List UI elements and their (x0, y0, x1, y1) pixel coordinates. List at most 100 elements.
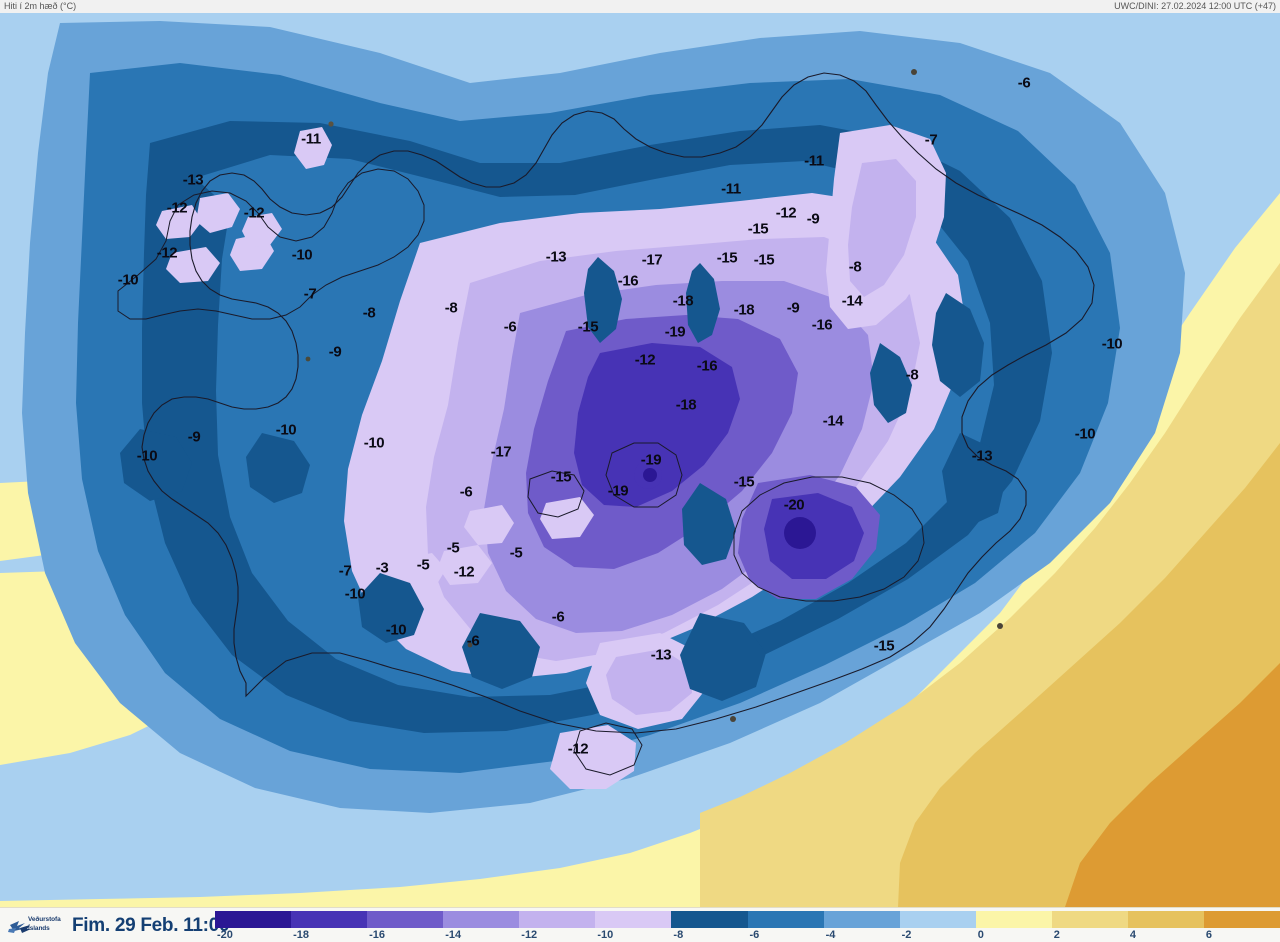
temperature-value-label: -12 (567, 740, 589, 758)
colorbar-band--8 (671, 911, 748, 928)
temperature-value-label: -8 (905, 366, 919, 384)
temperature-value-label: -10 (291, 246, 313, 264)
vedurstofa-logo-icon (8, 921, 31, 933)
temperature-value-label: -16 (696, 357, 718, 375)
temperature-value-label: -12 (156, 244, 178, 262)
header-model-run-info: UWC/DINI: 27.02.2024 12:00 UTC (+47) (1114, 1, 1276, 11)
temperature-value-label: -8 (444, 299, 458, 317)
temperature-value-label: -15 (753, 251, 775, 269)
temperature-value-label: -10 (385, 621, 407, 639)
temperature-value-label: -9 (786, 299, 800, 317)
temperature-value-label: -12 (775, 204, 797, 222)
temperature-value-label: -9 (806, 210, 820, 228)
colorbar-tick-2: 2 (1053, 929, 1060, 941)
temperature-value-label: -19 (640, 451, 662, 469)
colorbar-ticks: -20 -18 -16 -14 -12 -10 -8 -6 -4 -2 0 2 4 6 (215, 928, 1280, 942)
temperature-value-label: -5 (416, 556, 430, 574)
colorbar[interactable]: -20 -18 -16 -14 -12 -10 -8 -6 -4 -2 0 2 4 6 (215, 908, 1280, 942)
temperature-value-label: -5 (509, 544, 523, 562)
temperature-value-label: -8 (362, 304, 376, 322)
temperature-value-label: -3 (375, 559, 389, 577)
temperature-value-label: -13 (971, 447, 993, 465)
temperature-value-label: -7 (924, 131, 938, 149)
colorbar-tick-4: 4 (1129, 929, 1136, 941)
temperature-value-label: -10 (1101, 335, 1123, 353)
colorbar-band-6 (1204, 911, 1280, 928)
colorbar-tick--18: -18 (293, 929, 309, 941)
temperature-value-label: -15 (733, 473, 755, 491)
colorbar-band-2 (1051, 911, 1128, 928)
temperature-value-label: -6 (503, 318, 517, 336)
temperature-value-label: -11 (721, 180, 741, 198)
temperature-value-label: -6 (459, 483, 473, 501)
temperature-value-label: -13 (182, 171, 204, 189)
colorbar-band-4 (1127, 911, 1205, 928)
temperature-value-label: -7 (303, 285, 317, 303)
colorbar-band--16 (367, 911, 444, 928)
colorbar-band--18 (291, 911, 368, 928)
logo-line-2: Íslands (28, 924, 50, 932)
header-left-title: Hiti í 2m hæð (°C) (4, 1, 77, 11)
temperature-value-label: -18 (733, 301, 755, 319)
temperature-value-label: -19 (607, 482, 629, 500)
temperature-value-label: -12 (166, 199, 188, 217)
temperature-value-label: -14 (822, 412, 844, 430)
temperature-value-label: -10 (344, 585, 366, 603)
colorbar-tick--12: -12 (521, 929, 538, 941)
temperature-value-label: -18 (672, 292, 694, 310)
temperature-value-label: -7 (338, 562, 352, 580)
colorbar-band--2 (899, 911, 976, 928)
temperature-value-label: -6 (466, 632, 480, 650)
colorbar-band-0 (975, 911, 1052, 928)
temperature-value-label: -16 (617, 272, 639, 290)
colorbar-band--4 (823, 911, 900, 928)
colorbar-tick--20: -20 (217, 929, 233, 941)
temperature-value-label: -13 (545, 248, 567, 266)
temperature-value-label: -10 (117, 271, 139, 289)
temperature-value-label: -19 (664, 323, 686, 341)
temperature-value-label: -6 (551, 608, 565, 626)
colorbar-tick-6: 6 (1205, 929, 1213, 941)
temperature-value-label: -17 (490, 443, 512, 461)
colorbar-bands (215, 911, 1280, 928)
temperature-value-label: -8 (848, 258, 862, 276)
temperature-value-label: -6 (1017, 74, 1031, 92)
temperature-value-label: -12 (453, 563, 475, 581)
temperature-value-label: -15 (550, 468, 572, 486)
temperature-value-label: -12 (243, 204, 265, 222)
map-canvas (0, 13, 1280, 907)
temperature-value-label: -10 (1074, 425, 1096, 443)
temperature-value-label: -9 (328, 343, 342, 361)
temperature-value-label: -9 (187, 428, 201, 446)
colorbar-tick-0: 0 (977, 929, 984, 941)
header-bar: Hiti í 2m hæð (°C) UWC/DINI: 27.02.2024 … (0, 0, 1280, 13)
temperature-value-label: -15 (873, 637, 895, 655)
legend-bar: Veðurstofa Íslands Fim. 29 Feb. 11:00 -2… (0, 907, 1280, 942)
colorbar-tick--6: -6 (749, 929, 760, 941)
temperature-value-label: -17 (641, 251, 663, 269)
colorbar-tick--8: -8 (673, 929, 684, 941)
temperature-value-label: -15 (577, 318, 599, 336)
valid-time-label: Fim. 29 Feb. 11:00 (72, 915, 230, 936)
colorbar-tick--2: -2 (901, 929, 912, 941)
temperature-value-label: -10 (275, 421, 297, 439)
temperature-map[interactable]: -11 -13 -12 -12 -12 -10 -10 -7 -8 -9 -9 -10 -10 -10 -7… (0, 13, 1280, 907)
colorbar-band--10 (595, 911, 672, 928)
temperature-value-label: -11 (301, 130, 321, 148)
temperature-value-label: -5 (446, 539, 460, 557)
colorbar-tick--14: -14 (445, 929, 462, 941)
temperature-value-label: -16 (811, 316, 833, 334)
legend-branding: Veðurstofa Íslands Fim. 29 Feb. 11:00 (0, 908, 230, 942)
temperature-value-label: -10 (363, 434, 385, 452)
logo-org-text: Veðurstofa Íslands (28, 916, 61, 934)
temperature-value-label: -10 (136, 447, 158, 465)
colorbar-band--12 (519, 911, 596, 928)
temperature-value-label: -13 (650, 646, 672, 664)
colorbar-tick--4: -4 (825, 929, 836, 941)
temperature-value-label: -14 (841, 292, 863, 310)
temperature-value-label: -12 (634, 351, 656, 369)
temperature-value-label: -11 (804, 152, 824, 170)
temperature-value-label: -15 (716, 249, 738, 267)
temperature-value-label: -18 (675, 396, 697, 414)
